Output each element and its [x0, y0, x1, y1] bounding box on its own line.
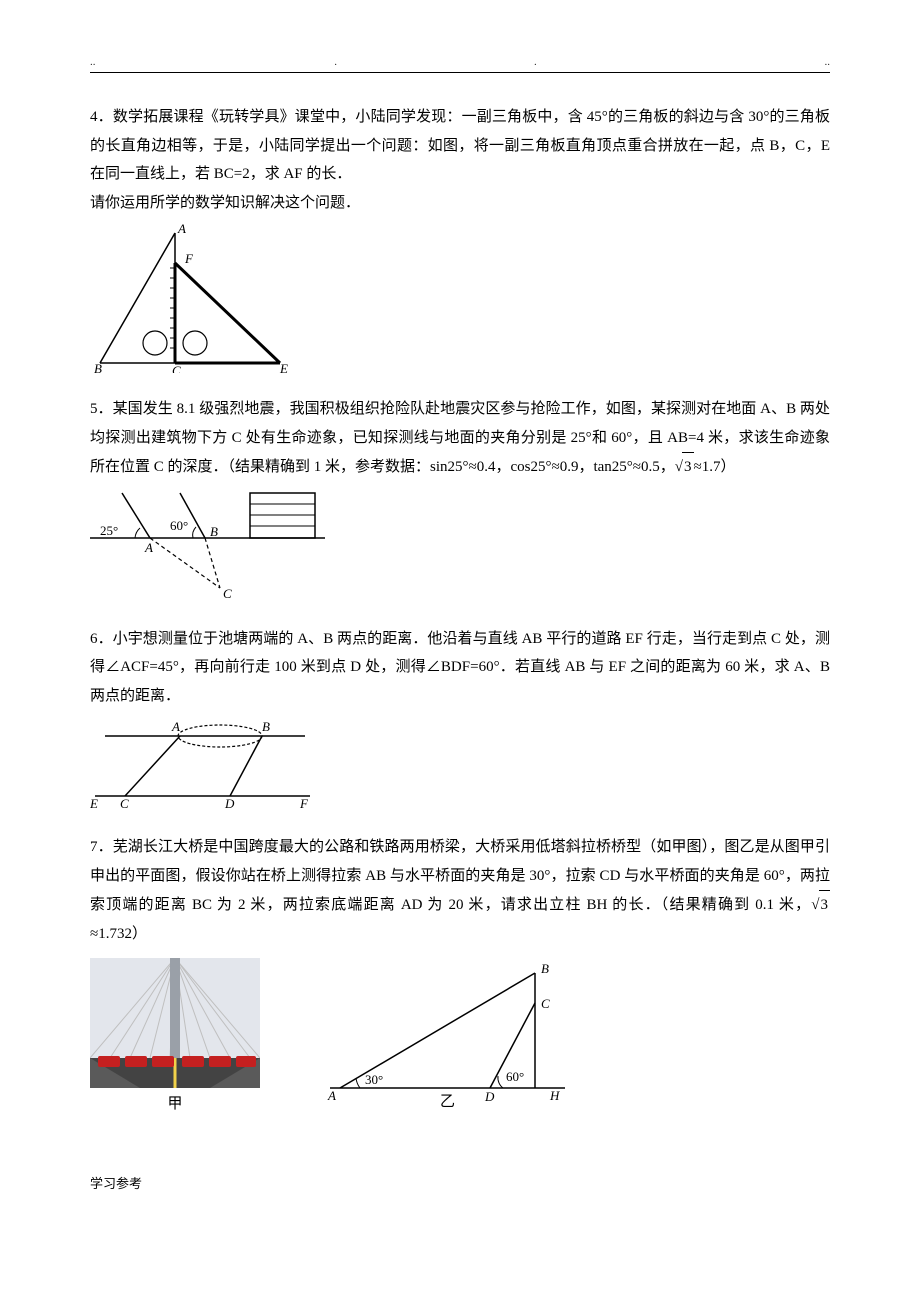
problem-6-body: 小宇想测量位于池塘两端的 A、B 两点的距离．他沿着与直线 AB 平行的道路 E…: [90, 631, 830, 704]
problem-6-svg: A B E C D F: [90, 716, 320, 811]
label-B5: B: [210, 524, 218, 539]
header-line: .. . . ..: [90, 60, 830, 73]
label-B: B: [94, 361, 102, 373]
problem-7-figure-row: 甲 A 30°: [90, 958, 830, 1113]
caption-jia: 甲: [90, 1092, 260, 1113]
problem-7-photo: 甲: [90, 958, 260, 1113]
label-C6: C: [120, 796, 129, 811]
header-dot-1: ..: [90, 56, 96, 68]
problem-4: 4．数学拓展课程《玩转学具》课堂中，小陆同学发现：一副三角板中，含 45°的三角…: [90, 103, 830, 373]
problem-5-text: 5．某国发生 8.1 级强烈地震，我国积极组织抢险队赴地震灾区参与抢险工作，如图…: [90, 395, 830, 482]
label-A5: A: [144, 540, 153, 555]
header-dot-4: ..: [825, 56, 831, 68]
label-C5: C: [223, 586, 232, 601]
problem-5: 5．某国发生 8.1 级强烈地震，我国积极组织抢险队赴地震灾区参与抢险工作，如图…: [90, 395, 830, 603]
label-60: 60°: [170, 518, 188, 533]
label-F6: F: [299, 796, 309, 811]
problem-5-number: 5．: [90, 401, 113, 417]
problem-7-body: 芜湖长江大桥是中国跨度最大的公路和铁路两用桥梁，大桥采用低塔斜拉桥桥型（如甲图）…: [90, 839, 830, 913]
header-dot-3: .: [534, 56, 537, 68]
label-25: 25°: [100, 523, 118, 538]
footer-text: 学习参考: [90, 1173, 830, 1192]
label-D6: D: [224, 796, 235, 811]
caption-yi: 乙: [440, 1094, 455, 1108]
problem-4-body: 数学拓展课程《玩转学具》课堂中，小陆同学发现：一副三角板中，含 45°的三角板的…: [90, 109, 830, 182]
sqrt-symbol: 3: [675, 452, 694, 482]
problem-4-text: 4．数学拓展课程《玩转学具》课堂中，小陆同学发现：一副三角板中，含 45°的三角…: [90, 103, 830, 189]
sqrt3-value: 3: [682, 452, 694, 482]
header-dot-2: .: [334, 56, 337, 68]
problem-5-figure: 25° 60° A B C: [90, 488, 830, 603]
problem-5-svg: 25° 60° A B C: [90, 488, 330, 603]
problem-4-figure: A F B C E: [90, 223, 830, 373]
label-60-7: 60°: [506, 1069, 524, 1084]
problem-6: 6．小宇想测量位于池塘两端的 A、B 两点的距离．他沿着与直线 AB 平行的道路…: [90, 625, 830, 812]
label-A: A: [177, 223, 186, 236]
problem-7-diagram: A 30° D 60° H B C 乙: [320, 958, 580, 1113]
label-D7: D: [484, 1089, 495, 1104]
sqrt-symbol-7: 3: [811, 890, 830, 920]
sqrt3-value-7: 3: [819, 890, 831, 920]
page-container: .. . . .. 4．数学拓展课程《玩转学具》课堂中，小陆同学发现：一副三角板…: [0, 0, 920, 1232]
problem-6-number: 6．: [90, 631, 113, 647]
problem-7-text: 7．芜湖长江大桥是中国跨度最大的公路和铁路两用桥梁，大桥采用低塔斜拉桥桥型（如甲…: [90, 833, 830, 948]
label-E6: E: [90, 796, 98, 811]
problem-7-svg: A 30° D 60° H B C 乙: [320, 958, 580, 1108]
problem-4-svg: A F B C E: [90, 223, 290, 373]
label-F: F: [184, 251, 194, 266]
label-A7: A: [327, 1088, 336, 1103]
problem-4-instruction: 请你运用所学的数学知识解决这个问题．: [90, 189, 830, 218]
label-C7: C: [541, 996, 550, 1011]
problem-6-text: 6．小宇想测量位于池塘两端的 A、B 两点的距离．他沿着与直线 AB 平行的道路…: [90, 625, 830, 711]
problem-7-number: 7．: [90, 839, 113, 855]
label-B7: B: [541, 961, 549, 976]
label-A6: A: [171, 719, 180, 734]
label-E: E: [279, 361, 288, 373]
label-C: C: [172, 363, 181, 373]
problem-6-figure: A B E C D F: [90, 716, 830, 811]
problem-7-tail: ≈1.732）: [90, 926, 147, 942]
label-B6: B: [262, 719, 270, 734]
label-30: 30°: [365, 1072, 383, 1087]
problem-4-number: 4．: [90, 109, 113, 125]
bridge-photo-box: [90, 958, 260, 1088]
problem-5-tail: ≈1.7）: [694, 459, 736, 475]
label-H7: H: [549, 1088, 560, 1103]
problem-7: 7．芜湖长江大桥是中国跨度最大的公路和铁路两用桥梁，大桥采用低塔斜拉桥桥型（如甲…: [90, 833, 830, 1113]
